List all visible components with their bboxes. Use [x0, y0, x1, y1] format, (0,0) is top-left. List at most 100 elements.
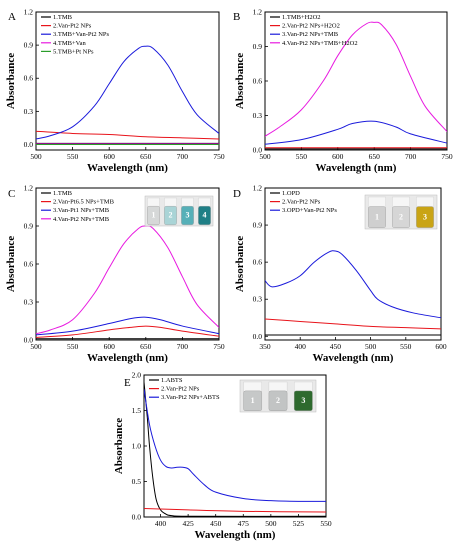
x-tick-label: 650 [140, 342, 152, 351]
x-tick-label: 550 [67, 342, 79, 351]
panel-letter: D [233, 188, 241, 200]
y-tick-label: 2.0 [132, 371, 142, 380]
y-axis-title: Absorbance [234, 236, 246, 292]
legend-entry: 1.OPD [282, 190, 300, 197]
vial-label: 3 [186, 211, 190, 220]
vial [368, 206, 386, 228]
series-line-3 [144, 389, 326, 502]
vial-cap [294, 381, 313, 392]
legend-entry: 1.ABTS [161, 377, 183, 384]
vial-cap [268, 381, 288, 392]
y-tick-label: 0.0 [24, 140, 34, 149]
series-group [36, 45, 219, 145]
x-tick-label: 550 [296, 152, 308, 161]
vial-cap [416, 196, 434, 208]
y-tick-label: 0.0 [253, 332, 263, 341]
y-tick-label: 0.0 [253, 146, 263, 155]
vial [181, 205, 194, 225]
panel-letter: E [124, 377, 131, 389]
panel-b: B 500 550 600 650 700 750 0.0 0.3 0.6 0.9 1.2 Wavele… [233, 8, 453, 175]
panel-e: E 400 425 450 475 500 525 550 0.0 0.5 1.0 1.5 2.0 Wav… [113, 371, 332, 542]
x-tick-label: 475 [238, 519, 250, 528]
vial-cap [392, 196, 410, 208]
y-tick-label: 0.3 [253, 295, 263, 304]
y-axis-title: Absorbance [234, 53, 246, 109]
x-axis-title: Wavelength (nm) [195, 529, 276, 541]
y-axis-title: Absorbance [5, 236, 17, 292]
y-tick-label: 0.6 [253, 258, 263, 267]
x-tick-label: 650 [140, 152, 152, 161]
series-line-4 [265, 21, 447, 137]
x-tick-label: 500 [30, 152, 42, 161]
x-tick-label: 550 [400, 342, 412, 351]
series-line-2 [144, 507, 326, 513]
x-tick-label: 400 [155, 519, 167, 528]
y-tick-label: 1.2 [253, 8, 263, 17]
y-tick-label: 1.2 [24, 8, 34, 17]
x-tick-label: 500 [265, 519, 277, 528]
x-tick-label: 500 [30, 342, 42, 351]
panel-letter: B [233, 11, 240, 23]
legend-entry: 2.Van-Pt2 NPs [53, 23, 92, 30]
y-tick-label: 1.5 [132, 406, 142, 415]
x-tick-label: 700 [177, 152, 189, 161]
series-group [36, 225, 219, 340]
series-group [265, 21, 447, 150]
vial-label: 1 [375, 212, 379, 221]
x-tick-label: 550 [67, 152, 79, 161]
x-tick-label: 525 [293, 519, 305, 528]
legend-entry: 2.Van-Pt2 NPs+H2O2 [282, 23, 340, 30]
series-line-3 [265, 250, 441, 319]
x-tick-label: 600 [332, 152, 344, 161]
x-tick-label: 750 [441, 152, 453, 161]
series-line-2 [265, 318, 441, 330]
series-line-1 [144, 382, 326, 517]
legend-entry: 1.TMB+H2O2 [282, 14, 321, 21]
x-tick-label: 600 [104, 342, 116, 351]
legend-entry: 1.TMB [53, 14, 73, 21]
series-line-4 [36, 225, 219, 335]
legend-entry: 2.Van-Pt2 NPs [161, 386, 200, 393]
legend-entry: 5.TMB+Pt NPs [53, 48, 94, 55]
vial-photo-inset: 1 2 3 [364, 194, 438, 230]
vial [416, 206, 434, 228]
series-group [265, 250, 441, 336]
panel-letter: A [8, 11, 16, 23]
vial [198, 205, 211, 225]
vial [294, 390, 313, 411]
y-axis-title: Absorbance [113, 418, 125, 474]
x-tick-label: 450 [330, 342, 342, 351]
legend-entry: 3.OPD+Van-Pt2 NPs [282, 207, 337, 214]
legend-entry: 3.Van-Pt1 NPs+TMB [53, 207, 110, 214]
x-tick-label: 600 [104, 152, 116, 161]
y-tick-label: 1.2 [253, 184, 263, 193]
vial [164, 205, 177, 225]
y-tick-label: 0.3 [24, 107, 34, 116]
x-tick-label: 550 [320, 519, 332, 528]
y-tick-label: 0.0 [132, 513, 142, 522]
y-tick-label: 0.0 [24, 336, 34, 345]
x-tick-label: 350 [259, 342, 271, 351]
panel-d: D 350 400 450 500 550 600 0.0 0.3 0.6 0.9 1.2 Wavele… [233, 184, 447, 365]
x-tick-label: 500 [259, 152, 271, 161]
series-group [144, 382, 326, 517]
x-axis-title: Wavelength (nm) [313, 352, 394, 364]
x-axis-title: Wavelength (nm) [87, 352, 168, 364]
x-tick-label: 600 [435, 342, 447, 351]
vial-label: 1 [152, 211, 156, 220]
x-tick-label: 700 [177, 342, 189, 351]
legend-entry: 3.Van-Pt2 NPs+ABTS [161, 394, 220, 401]
legend-entry: 4.Van-Pt2 NPs+TMB+H2O2 [282, 40, 358, 47]
y-axis-title: Absorbance [5, 53, 17, 109]
y-tick-label: 1.0 [132, 442, 142, 451]
vial-cap [368, 196, 386, 208]
vial-photo-inset: 1 2 3 4 [144, 195, 214, 227]
vial-label: 3 [423, 212, 427, 221]
y-tick-label: 0.3 [253, 111, 263, 120]
vial-cap [181, 197, 194, 208]
